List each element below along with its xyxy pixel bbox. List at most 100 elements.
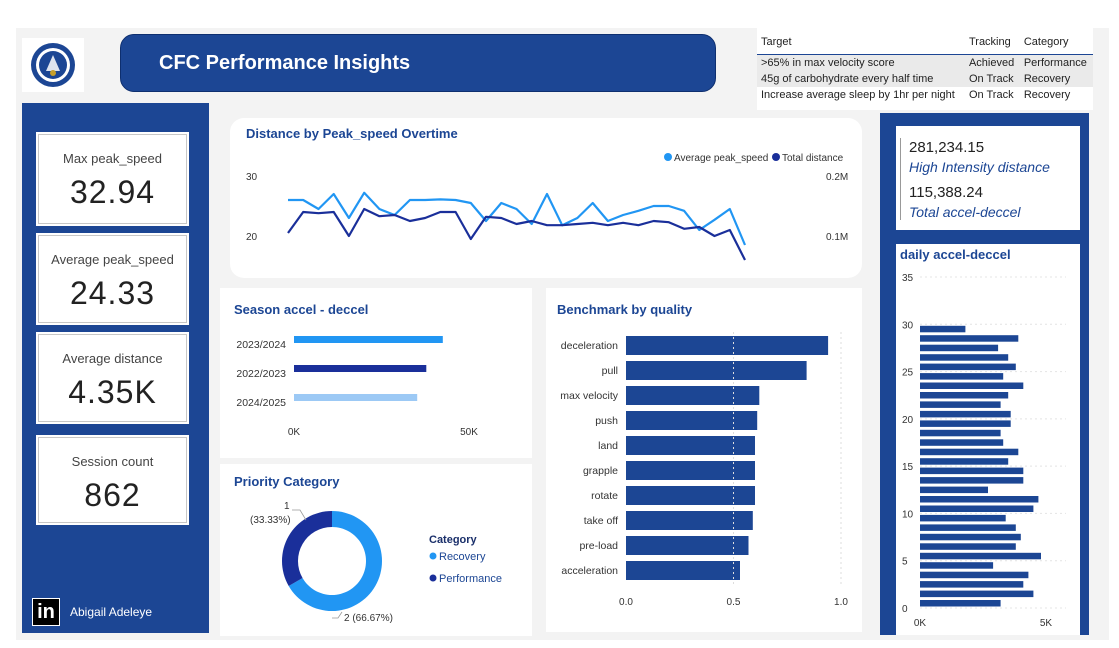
bar xyxy=(920,524,1016,531)
bar xyxy=(626,411,758,430)
accel-deccel-label: Total accel-deccel xyxy=(909,204,1021,220)
donut-slice-recovery xyxy=(288,511,382,611)
category-label: 2024/2025 xyxy=(236,397,286,409)
table-cell: Recovery xyxy=(1023,89,1071,101)
leader-line xyxy=(292,509,307,521)
y-tick-label: 10 xyxy=(902,509,914,520)
bar xyxy=(920,401,1001,408)
bar xyxy=(626,336,829,355)
kpi-value: 4.35K xyxy=(68,374,157,410)
bar xyxy=(920,382,1024,389)
bar xyxy=(920,373,1004,380)
season-chart-card: Season accel - deccel 2023/2024 2022/2023… xyxy=(220,288,532,458)
table-cell: On Track xyxy=(968,89,1014,101)
x-tick-label: 1.0 xyxy=(834,597,848,608)
category-label: 2023/2024 xyxy=(236,339,286,351)
bar xyxy=(920,496,1039,503)
bar xyxy=(920,552,1041,560)
daily-chart: 35 30 25 20 15 10 5 0 0K 5K xyxy=(902,273,1066,629)
slice-label: 1 xyxy=(284,501,290,512)
bar xyxy=(920,505,1034,512)
y-tick-label: 20 xyxy=(902,415,914,426)
category-label: grapple xyxy=(583,465,618,477)
x-tick-label: 0K xyxy=(288,427,301,438)
kpi-label: Max peak_speed xyxy=(62,151,162,166)
page-title: CFC Performance Insights xyxy=(159,52,411,74)
benchmark-chart-title: Benchmark by quality xyxy=(557,302,693,317)
priority-card: Priority Category 2 (66.67%) 1 (33.33%) Cat… xyxy=(220,464,532,636)
hi-distance-label: High Intensity distance xyxy=(909,159,1050,175)
kpi-card-average-distance: Average distance 4.35K xyxy=(38,334,187,422)
kpi-value: 862 xyxy=(84,477,141,513)
accel-deccel-value: 115,388.24 xyxy=(909,184,983,201)
series-line-total-distance xyxy=(287,207,746,261)
bar xyxy=(920,325,966,333)
legend-label: Recovery xyxy=(439,551,486,563)
slice-label: (33.33%) xyxy=(250,515,291,526)
col-header-category[interactable]: Category xyxy=(1019,28,1093,55)
legend-label: Performance xyxy=(439,573,502,585)
leader-line xyxy=(332,611,343,619)
kpi-label: Session count xyxy=(71,454,154,469)
bar xyxy=(920,543,1016,550)
bar xyxy=(626,561,740,580)
line-chart: 30 20 0.2M 0.1M Average peak_speed Total dist… xyxy=(246,153,848,261)
category-label: acceleration xyxy=(561,565,618,577)
season-chart-title: Season accel - deccel xyxy=(234,302,369,317)
bar xyxy=(920,600,1001,607)
category-label: 2022/2023 xyxy=(236,368,286,380)
legend-label: Total distance xyxy=(782,153,844,164)
table-cell: >65% in max velocity score xyxy=(757,54,965,71)
col-header-target[interactable]: Target xyxy=(757,28,965,55)
chelsea-crest-icon xyxy=(31,43,75,87)
x-tick-label: 5K xyxy=(1040,618,1053,629)
kpi-label: Average peak_speed xyxy=(51,252,174,267)
legend-marker-recovery xyxy=(429,552,437,560)
legend-marker-performance xyxy=(429,574,437,582)
slice-label: 2 (66.67%) xyxy=(344,613,393,624)
bar xyxy=(626,386,760,405)
kpi-label: Average distance xyxy=(62,351,163,366)
bar xyxy=(920,467,1024,475)
legend-label: Average peak_speed xyxy=(674,153,768,164)
legend-title: Category xyxy=(429,534,478,546)
kpi-card-session-count: Session count 862 xyxy=(38,437,187,523)
table-cell: Performance xyxy=(1019,54,1093,71)
daily-chart-title: daily accel-deccel xyxy=(900,247,1011,262)
col-header-tracking[interactable]: Tracking xyxy=(964,28,1020,55)
targets-table: Target Tracking Category >65% in max vel… xyxy=(757,28,1093,110)
y-tick-label: 0 xyxy=(902,604,908,615)
series-line-average-peak-speed xyxy=(288,191,747,246)
bar xyxy=(920,562,994,569)
table-header-row: Target Tracking Category xyxy=(757,28,1093,55)
author-credit: in Abigail Adeleye xyxy=(32,598,152,626)
linkedin-icon[interactable]: in xyxy=(32,598,60,626)
bar xyxy=(920,477,1024,484)
benchmark-chart: deceleration pull max velocity push land grap… xyxy=(560,332,848,608)
bar xyxy=(920,410,1011,418)
bar xyxy=(626,461,755,480)
priority-donut-chart: 2 (66.67%) 1 (33.33%) Category Recovery Perfo… xyxy=(250,501,502,624)
x-tick-label: 0.0 xyxy=(619,597,633,608)
line-chart-title: Distance by Peak_speed Overtime xyxy=(246,126,458,141)
author-name: Abigail Adeleye xyxy=(70,605,153,619)
priority-chart-title: Priority Category xyxy=(234,474,340,489)
y-tick-label: 25 xyxy=(902,368,914,379)
title-bar: CFC Performance Insights xyxy=(120,34,716,92)
bar xyxy=(920,533,1021,541)
kpi-value: 32.94 xyxy=(69,174,156,210)
category-label: pre-load xyxy=(579,540,618,552)
bar xyxy=(920,571,1029,579)
category-label: rotate xyxy=(591,490,618,502)
donut-slice-performance xyxy=(282,511,332,586)
bar xyxy=(920,439,1004,446)
chelsea-logo xyxy=(22,38,84,92)
table-cell: 45g of carbohydrate every half time xyxy=(757,71,965,87)
bar xyxy=(920,458,1009,465)
kpi-card-average-peak-speed: Average peak_speed 24.33 xyxy=(38,235,187,323)
bar xyxy=(626,436,755,455)
x-tick-label: 50K xyxy=(460,427,478,438)
bar xyxy=(294,365,427,372)
bar xyxy=(626,361,807,380)
bar xyxy=(920,335,1019,342)
